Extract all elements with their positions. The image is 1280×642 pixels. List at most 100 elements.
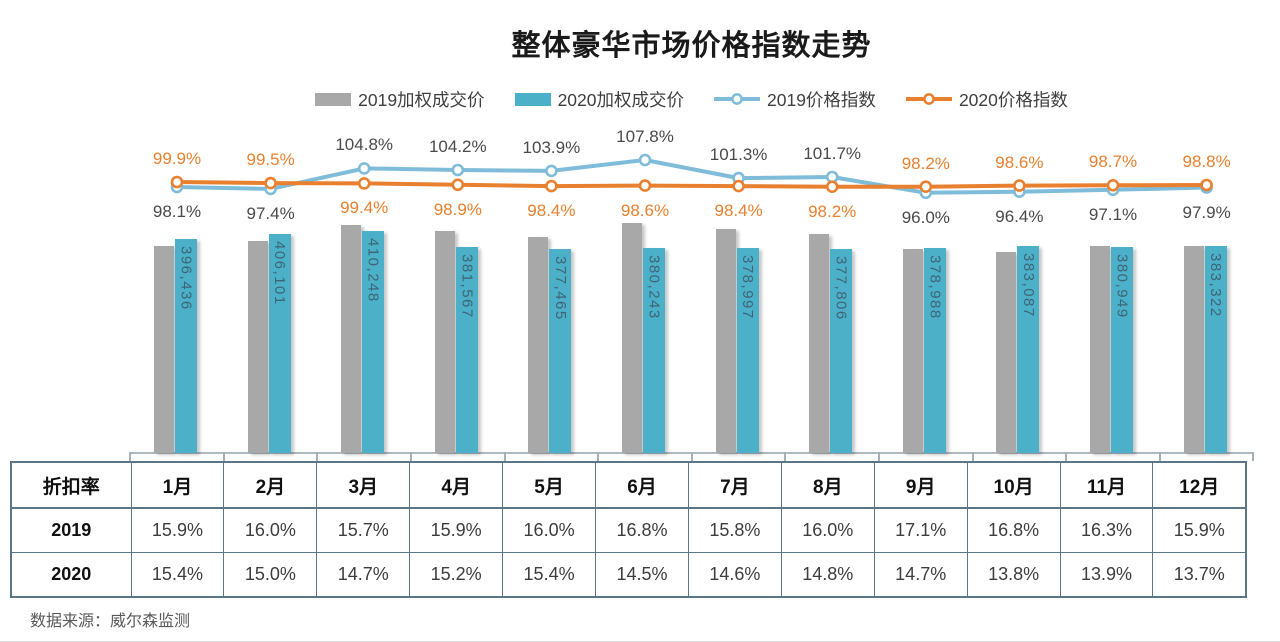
x-axis-tick: [222, 452, 225, 461]
table-value-cell: 13.9%: [1059, 552, 1154, 598]
bar-2019: [1183, 246, 1204, 453]
bar-value-label: 383,087: [1019, 253, 1037, 318]
bar-2019: [341, 225, 362, 453]
line-label-2019: 97.1%: [1088, 204, 1138, 224]
table-value-cell: 14.8%: [780, 552, 875, 598]
table-row: 2020 15.4% 15.0% 14.7% 15.2% 15.4% 14.5% 14.6% 1…: [10, 552, 1247, 598]
line-marker-2019: [264, 182, 277, 196]
bar-2020: 380,243: [643, 248, 665, 453]
table-row-label: 2020: [10, 552, 132, 598]
bar-2020: 377,806: [830, 249, 853, 453]
table-value-cell: 15.0%: [223, 552, 318, 598]
line-marker-2020: [545, 179, 558, 193]
table-value-cell: 16.0%: [502, 507, 597, 553]
x-axis-tick: [971, 452, 974, 461]
bar-value-label: 406,101: [271, 241, 289, 306]
table-value-cell: 13.8%: [966, 552, 1061, 598]
bar-2019: [622, 223, 642, 453]
line-marker-2020: [264, 176, 277, 190]
bar-value-label: 410,248: [364, 238, 382, 303]
line-marker-2019: [732, 171, 745, 185]
line-label-2020: 98.8%: [1182, 152, 1231, 172]
table-month-header: 7月: [687, 461, 782, 509]
line-label-2019: 107.8%: [616, 127, 674, 147]
chart-legend: 2019加权成交价 2020加权成交价 2019价格指数 2020价格指数: [130, 84, 1253, 114]
line-marker-2019: [1106, 183, 1120, 197]
discount-rate-table: 折扣率 1月 2月 3月 4月 5月 6月 7月 8月 9月 10月 11月 12月 2019 15.9% 1…: [10, 461, 1247, 598]
table-value-cell: 15.4%: [502, 552, 597, 598]
legend-label: 2019价格指数: [767, 89, 876, 110]
bar-value-label: 378,997: [739, 255, 757, 320]
table-month-header: 2月: [223, 461, 318, 509]
table-value-cell: 16.0%: [780, 507, 875, 553]
line-label-2019: 104.2%: [428, 137, 487, 157]
bar-2019: [247, 241, 268, 453]
table-value-cell: 15.2%: [409, 552, 504, 598]
table-value-cell: 15.8%: [687, 507, 782, 553]
line-label-2019: 97.4%: [246, 203, 295, 223]
table-value-cell: 14.6%: [687, 552, 782, 598]
table-value-cell: 16.8%: [966, 507, 1061, 553]
line-marker-2019: [170, 180, 184, 194]
legend-item-2020加权成交价: 2020加权成交价: [514, 87, 684, 112]
table-value-cell: 15.9%: [1152, 507, 1247, 553]
line-label-2020: 98.2%: [901, 153, 950, 173]
line-label-2019: 101.7%: [803, 143, 862, 163]
table-month-header: 5月: [502, 461, 597, 509]
table-value-cell: 16.3%: [1059, 507, 1154, 553]
table-month-header: 8月: [780, 461, 875, 509]
x-axis-tick: [1065, 452, 1068, 461]
x-axis-tick: [410, 452, 412, 461]
table-month-header: 3月: [316, 461, 411, 509]
bar-2020: 410,248: [362, 231, 385, 453]
bar-2020: 383,322: [1204, 246, 1227, 453]
table-month-header: 1月: [130, 461, 225, 509]
table-value-cell: 17.1%: [873, 507, 968, 553]
line-label-2020: 98.9%: [433, 199, 482, 219]
line-label-2020: 98.6%: [620, 200, 670, 220]
line-swatch-icon: [905, 93, 952, 105]
line-marker-2020: [1106, 179, 1120, 192]
bar-2019: [902, 249, 923, 453]
table-value-cell: 16.0%: [223, 507, 318, 553]
table-month-header: 4月: [409, 461, 504, 509]
bar-2019: [154, 246, 174, 453]
bar-2020: 378,997: [736, 248, 759, 453]
line-2019: [175, 158, 1209, 195]
x-axis-tick: [597, 452, 600, 461]
line-2020: [175, 180, 1209, 189]
line-swatch-icon: [714, 93, 760, 105]
bar-2020: 380,949: [1111, 247, 1133, 453]
x-axis-tick: [784, 452, 787, 461]
table-value-cell: 15.4%: [130, 552, 225, 598]
table-value-cell: 14.7%: [316, 552, 411, 598]
line-marker-2020: [732, 179, 745, 193]
line-marker-2020: [357, 177, 371, 190]
legend-label: 2020加权成交价: [557, 89, 684, 110]
bar-value-label: 377,806: [832, 256, 850, 321]
line-label-2020: 99.5%: [246, 150, 295, 170]
table-value-cell: 13.7%: [1152, 552, 1247, 598]
table-corner-label: 折扣率: [10, 461, 132, 509]
chart-title: 整体豪华市场价格指数走势: [511, 30, 872, 62]
line-marker-2019: [825, 170, 839, 184]
legend-item-2020价格指数: 2020价格指数: [905, 87, 1068, 112]
line-label-2020: 98.6%: [995, 152, 1044, 172]
table-row: 2019 15.9% 16.0% 15.7% 15.9% 16.0% 16.8% 15.8% 1…: [10, 507, 1247, 553]
line-marker-2020: [1013, 179, 1026, 192]
line-label-2019: 103.9%: [522, 137, 581, 157]
line-marker-2019: [1013, 185, 1026, 198]
line-label-2019: 98.1%: [152, 201, 202, 221]
bar-swatch-icon: [514, 92, 551, 106]
bar-2019: [434, 231, 455, 453]
line-label-2020: 98.2%: [808, 201, 857, 221]
x-axis-tick: [690, 452, 693, 461]
x-axis-tick: [316, 452, 319, 461]
bar-value-label: 378,988: [926, 255, 944, 320]
bar-value-label: 383,322: [1207, 253, 1225, 318]
bar-2020: 377,465: [549, 249, 572, 453]
legend-label: 2019加权成交价: [358, 89, 485, 110]
line-marker-2020: [919, 180, 933, 193]
bar-2020: 381,567: [455, 247, 478, 453]
line-marker-2020: [451, 178, 465, 192]
